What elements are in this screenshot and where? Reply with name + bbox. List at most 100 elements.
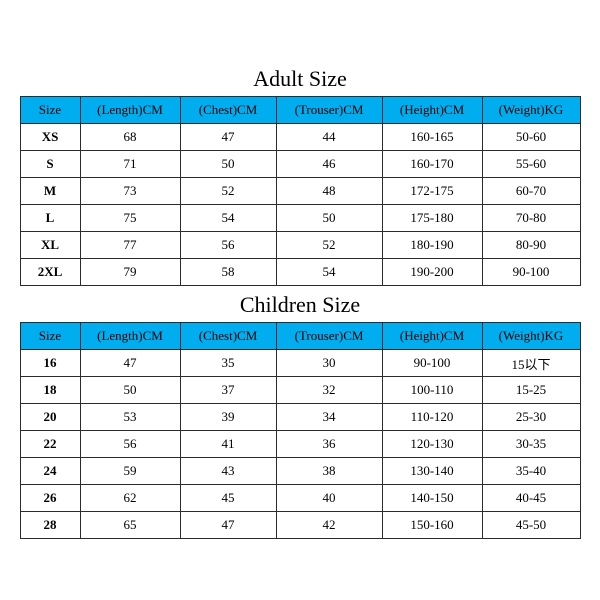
- col-height: (Height)CM: [382, 323, 482, 350]
- size-chart-page: Adult Size Size (Length)CM (Chest)CM (Tr…: [0, 0, 600, 600]
- table-cell: 26: [20, 485, 80, 512]
- table-cell: 43: [180, 458, 276, 485]
- table-cell: 16: [20, 350, 80, 377]
- table-cell: 48: [276, 178, 382, 205]
- table-cell: 41: [180, 431, 276, 458]
- table-cell: 32: [276, 377, 382, 404]
- children-tbody: 1647353090-10015以下18503732100-11015-2520…: [20, 350, 580, 539]
- table-row: L755450175-18070-80: [20, 205, 580, 232]
- table-cell: 130-140: [382, 458, 482, 485]
- col-length: (Length)CM: [80, 97, 180, 124]
- table-cell: 47: [80, 350, 180, 377]
- table-cell: 55-60: [482, 151, 580, 178]
- table-cell: XL: [20, 232, 80, 259]
- table-cell: 90-100: [482, 259, 580, 286]
- table-cell: 52: [180, 178, 276, 205]
- table-cell: 59: [80, 458, 180, 485]
- table-cell: 15以下: [482, 350, 580, 377]
- col-trouser: (Trouser)CM: [276, 97, 382, 124]
- col-chest: (Chest)CM: [180, 97, 276, 124]
- table-cell: 47: [180, 124, 276, 151]
- table-cell: 100-110: [382, 377, 482, 404]
- adult-tbody: XS684744160-16550-60S715046160-17055-60M…: [20, 124, 580, 286]
- table-cell: 150-160: [382, 512, 482, 539]
- table-cell: 120-130: [382, 431, 482, 458]
- table-cell: 20: [20, 404, 80, 431]
- table-row: 20533934110-12025-30: [20, 404, 580, 431]
- table-cell: 172-175: [382, 178, 482, 205]
- table-cell: 160-170: [382, 151, 482, 178]
- table-cell: 42: [276, 512, 382, 539]
- table-cell: S: [20, 151, 80, 178]
- table-cell: 54: [276, 259, 382, 286]
- table-cell: L: [20, 205, 80, 232]
- table-row: 2XL795854190-20090-100: [20, 259, 580, 286]
- table-cell: 54: [180, 205, 276, 232]
- table-cell: 36: [276, 431, 382, 458]
- table-row: XL775652180-19080-90: [20, 232, 580, 259]
- table-cell: 52: [276, 232, 382, 259]
- table-cell: 175-180: [382, 205, 482, 232]
- table-cell: 50: [80, 377, 180, 404]
- table-cell: 110-120: [382, 404, 482, 431]
- table-cell: 34: [276, 404, 382, 431]
- children-size-table: Size (Length)CM (Chest)CM (Trouser)CM (H…: [20, 322, 581, 539]
- table-row: 22564136120-13030-35: [20, 431, 580, 458]
- table-cell: 24: [20, 458, 80, 485]
- col-height: (Height)CM: [382, 97, 482, 124]
- table-row: M735248172-17560-70: [20, 178, 580, 205]
- table-cell: 62: [80, 485, 180, 512]
- table-row: 18503732100-11015-25: [20, 377, 580, 404]
- table-cell: 190-200: [382, 259, 482, 286]
- table-cell: 2XL: [20, 259, 80, 286]
- table-cell: 53: [80, 404, 180, 431]
- col-length: (Length)CM: [80, 323, 180, 350]
- adult-size-table: Size (Length)CM (Chest)CM (Trouser)CM (H…: [20, 96, 581, 286]
- table-cell: 50-60: [482, 124, 580, 151]
- table-cell: 40: [276, 485, 382, 512]
- table-cell: 30: [276, 350, 382, 377]
- table-cell: 73: [80, 178, 180, 205]
- table-cell: 35-40: [482, 458, 580, 485]
- table-cell: 160-165: [382, 124, 482, 151]
- table-cell: 28: [20, 512, 80, 539]
- table-cell: 39: [180, 404, 276, 431]
- table-cell: 46: [276, 151, 382, 178]
- col-chest: (Chest)CM: [180, 323, 276, 350]
- table-cell: 140-150: [382, 485, 482, 512]
- table-cell: 47: [180, 512, 276, 539]
- table-row: S715046160-17055-60: [20, 151, 580, 178]
- table-cell: 65: [80, 512, 180, 539]
- col-size: Size: [20, 323, 80, 350]
- table-cell: 50: [276, 205, 382, 232]
- table-cell: XS: [20, 124, 80, 151]
- table-cell: 44: [276, 124, 382, 151]
- table-cell: 75: [80, 205, 180, 232]
- table-cell: 18: [20, 377, 80, 404]
- table-cell: 60-70: [482, 178, 580, 205]
- table-cell: 30-35: [482, 431, 580, 458]
- table-row: 28654742150-16045-50: [20, 512, 580, 539]
- table-cell: 70-80: [482, 205, 580, 232]
- col-size: Size: [20, 97, 80, 124]
- table-row: XS684744160-16550-60: [20, 124, 580, 151]
- adult-section-title: Adult Size: [253, 66, 347, 92]
- table-cell: 22: [20, 431, 80, 458]
- table-cell: 56: [180, 232, 276, 259]
- table-cell: 37: [180, 377, 276, 404]
- table-cell: 80-90: [482, 232, 580, 259]
- table-cell: 71: [80, 151, 180, 178]
- table-header-row: Size (Length)CM (Chest)CM (Trouser)CM (H…: [20, 323, 580, 350]
- table-cell: 68: [80, 124, 180, 151]
- table-cell: 25-30: [482, 404, 580, 431]
- table-cell: 77: [80, 232, 180, 259]
- table-cell: 58: [180, 259, 276, 286]
- table-cell: 40-45: [482, 485, 580, 512]
- children-section-title: Children Size: [240, 292, 360, 318]
- table-cell: 90-100: [382, 350, 482, 377]
- table-row: 26624540140-15040-45: [20, 485, 580, 512]
- table-cell: 50: [180, 151, 276, 178]
- table-header-row: Size (Length)CM (Chest)CM (Trouser)CM (H…: [20, 97, 580, 124]
- table-cell: M: [20, 178, 80, 205]
- table-cell: 79: [80, 259, 180, 286]
